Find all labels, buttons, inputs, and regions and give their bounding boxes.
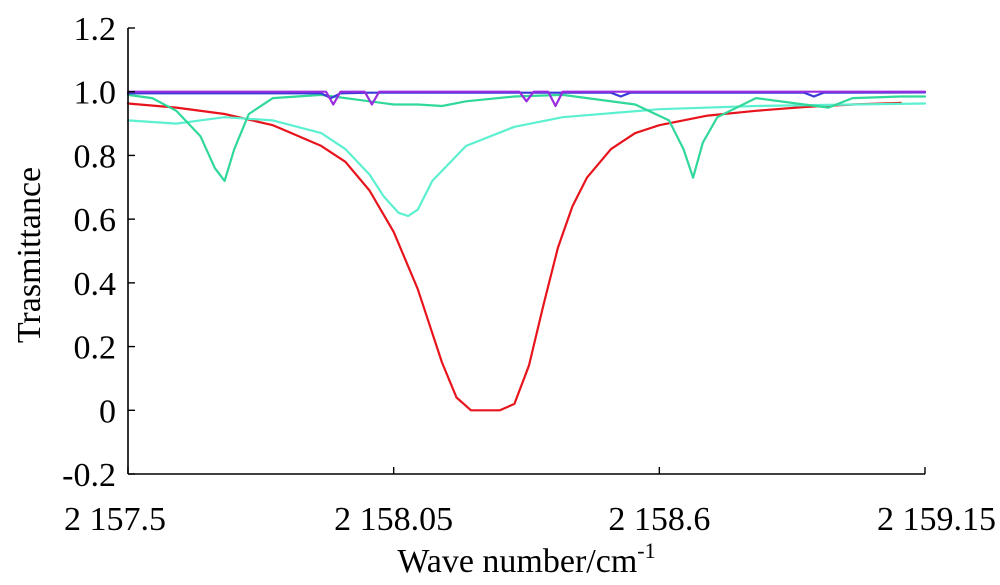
x-tick-label: 2 158.05 xyxy=(334,501,453,538)
ticks-layer: 1.2 1.0 0.8 0.6 0.4 0.2 0 -0.2 2 157.5 2 158.05 2 … xyxy=(62,11,996,538)
y-tick-label: 1.0 xyxy=(74,75,117,112)
y-tick-label: 1.2 xyxy=(74,11,117,48)
x-tick-label: 2 157.5 xyxy=(64,501,166,538)
y-tick-label: 0.6 xyxy=(74,202,117,239)
series-line-1 xyxy=(126,101,902,412)
x-axis-title-superscript: -1 xyxy=(637,538,655,563)
y-tick-label: 0.2 xyxy=(74,330,117,367)
series-layer xyxy=(126,90,927,412)
x-axis-title: Wave number/cm-1 xyxy=(397,538,655,580)
x-tick-label: 2 159.15 xyxy=(877,501,996,538)
y-axis-title: Trasmittance xyxy=(11,167,48,343)
series-line-3 xyxy=(126,93,927,182)
x-axis-title-text: Wave number/cm xyxy=(397,543,637,580)
x-tick-label: 2 158.6 xyxy=(608,501,710,538)
axes-layer xyxy=(127,28,925,475)
y-tick-label: 0.8 xyxy=(74,138,117,175)
y-tick-label: -0.2 xyxy=(62,457,116,494)
series-line-5 xyxy=(126,90,927,108)
series-line-2 xyxy=(126,102,927,218)
y-tick-label: 0.4 xyxy=(74,266,117,303)
y-tick-label: 0 xyxy=(99,393,116,430)
